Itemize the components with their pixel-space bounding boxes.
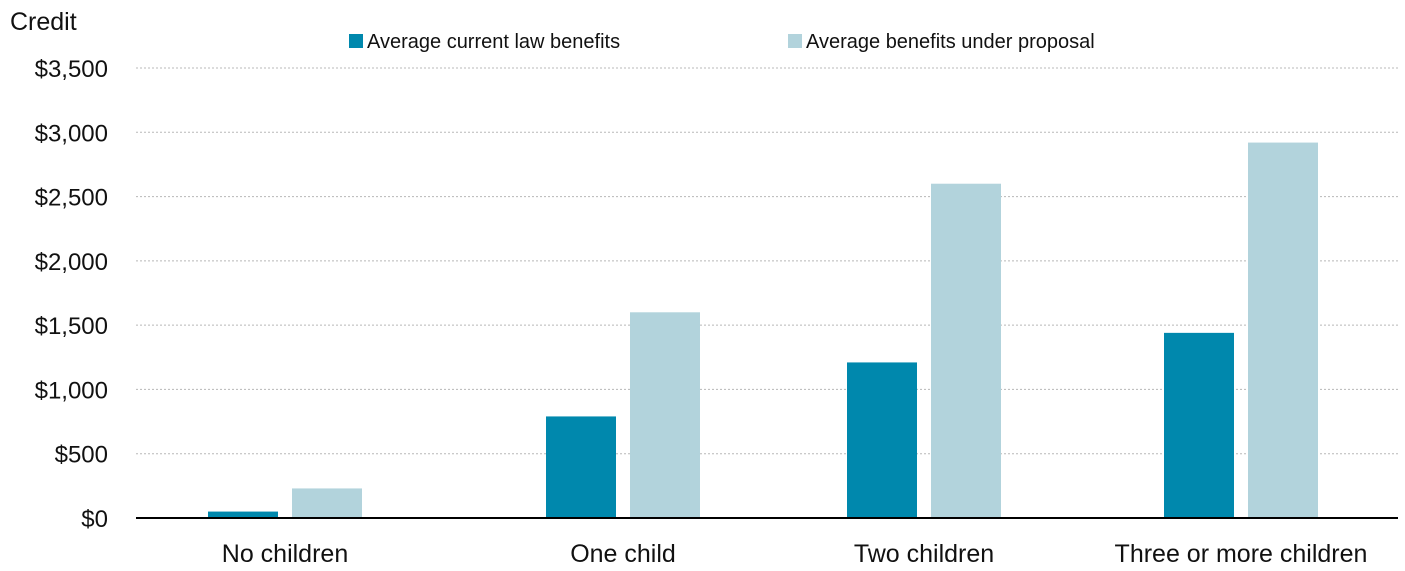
y-tick-label: $1,500	[35, 313, 108, 340]
y-tick-label: $500	[55, 442, 108, 469]
legend-swatch	[788, 34, 802, 48]
y-axis-title: Credit	[10, 8, 77, 36]
x-category-label: No children	[222, 540, 348, 568]
y-tick-label: $0	[81, 506, 108, 533]
bar-proposal	[931, 183, 1001, 518]
y-tick-label: $3,500	[35, 56, 108, 83]
bar-current-law	[208, 511, 278, 518]
bar-current-law	[546, 416, 616, 518]
bar-current-law	[847, 362, 917, 518]
legend: Average current law benefits Average bene…	[349, 31, 1095, 53]
bar-proposal	[1248, 142, 1318, 519]
bar-proposal	[292, 488, 362, 518]
x-category-label: Two children	[854, 540, 994, 568]
y-tick-label: $1,000	[35, 377, 108, 404]
bar-current-law	[1164, 332, 1234, 518]
y-axis-ticks: $0 $500 $1,000 $1,500 $2,000 $2,500 $3,000 $3,5…	[35, 56, 108, 533]
x-category-label: One child	[570, 540, 676, 568]
y-tick-label: $2,000	[35, 249, 108, 276]
x-axis-labels: No children One child Two children Three or…	[222, 540, 1368, 568]
bar-proposal	[630, 312, 700, 518]
y-tick-label: $3,000	[35, 120, 108, 147]
legend-label: Average benefits under proposal	[806, 31, 1095, 53]
legend-swatch	[349, 34, 363, 48]
legend-label: Average current law benefits	[367, 31, 620, 53]
y-tick-label: $2,500	[35, 185, 108, 212]
bars	[208, 142, 1318, 519]
x-category-label: Three or more children	[1115, 540, 1368, 568]
